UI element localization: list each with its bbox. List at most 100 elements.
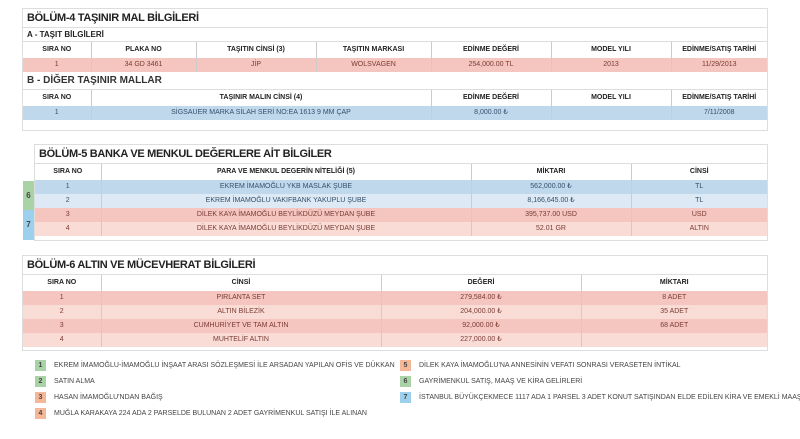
cell: ALTIN — [630, 222, 767, 236]
col-header: CİNSİ — [100, 275, 381, 291]
cell: EKREM İMAMOĞLU VAKIFBANK YAKUPLU ŞUBE — [100, 194, 471, 208]
col-header: PLAKA NO — [90, 42, 196, 58]
cell: 8 ADET — [580, 291, 767, 305]
legend-swatch: 5 — [400, 360, 411, 371]
cell: 562,000.00 ₺ — [470, 180, 631, 194]
section-5-bank-securities: BÖLÜM-5 BANKA VE MENKUL DEĞERLERE AİT Bİ… — [34, 144, 768, 241]
cell: 8,166,645.00 ₺ — [470, 194, 631, 208]
cell: DİLEK KAYA İMAMOĞLU BEYLİKDÜZÜ MEYDAN ŞU… — [100, 222, 471, 236]
col-header: PARA VE MENKUL DEGERİN NİTELİĞİ (5) — [100, 164, 471, 180]
cell: 8,000.00 ₺ — [430, 106, 551, 120]
col-header: MODEL YILI — [550, 90, 671, 106]
col-header: SIRA NO — [23, 275, 101, 291]
legend-text: SATIN ALMA — [54, 378, 95, 385]
legend-swatch: 4 — [35, 408, 46, 419]
col-header: EDİNME DEĞERİ — [430, 42, 551, 58]
legend-swatch: 3 — [35, 392, 46, 403]
legend-text: MUĞLA KARAKAYA 224 ADA 2 PARSELDE BULUNA… — [54, 410, 367, 417]
cell: 279,584.00 ₺ — [380, 291, 581, 305]
legend-text: DİLEK KAYA İMAMOĞLU'NA ANNESİNİN VEFATI … — [419, 362, 681, 369]
legend-item: 2 SATIN ALMA — [35, 376, 95, 387]
cell: 395,737.00 USD — [470, 208, 631, 222]
legend-text: İSTANBUL BÜYÜKÇEKMECE 1117 ADA 1 PARSEL … — [419, 394, 800, 401]
col-header: DEĞERİ — [380, 275, 581, 291]
table-row: 2 ALTIN BİLEZİK 204,000.00 ₺ 35 ADET — [23, 305, 767, 319]
col-header: MİKTARI — [580, 275, 767, 291]
cell: 204,000.00 ₺ — [380, 305, 581, 319]
col-header: MİKTARI — [470, 164, 631, 180]
col-header: SIRA NO — [35, 164, 101, 180]
cell: 35 ADET — [580, 305, 767, 319]
section-4-title: BÖLÜM-4 TAŞINIR MAL BİLGİLERİ — [23, 9, 767, 28]
marker-6: 6 — [23, 181, 34, 210]
cell: 2 — [23, 305, 101, 319]
table-row: 4 MUHTELİF ALTIN 227,000.00 ₺ — [23, 333, 767, 347]
cell: MUHTELİF ALTIN — [100, 333, 381, 347]
table-header: SIRA NO TAŞINIR MALIN CİNSİ (4) EDİNME DEĞ… — [23, 90, 767, 106]
cell: 34 GD 3461 — [90, 58, 196, 72]
legend-item: 7 İSTANBUL BÜYÜKÇEKMECE 1117 ADA 1 PARSEL… — [400, 392, 800, 403]
col-header: TAŞITIN MARKASI — [315, 42, 431, 58]
bank-table: SIRA NO PARA VE MENKUL DEGERİN NİTELİĞİ (… — [35, 164, 767, 236]
col-header: TAŞINIR MALIN CİNSİ (4) — [90, 90, 431, 106]
cell: 4 — [35, 222, 101, 236]
cell: USD — [630, 208, 767, 222]
cell: WOLSVAGEN — [315, 58, 431, 72]
cell — [550, 106, 671, 120]
legend-item: 3 HASAN İMAMOĞLU'NDAN BAĞIŞ — [35, 392, 163, 403]
cell: CUMHURİYET VE TAM ALTIN — [100, 319, 381, 333]
table-header: SIRA NO PARA VE MENKUL DEGERİN NİTELİĞİ (… — [35, 164, 767, 180]
cell: 1 — [23, 58, 91, 72]
gold-table: SIRA NO CİNSİ DEĞERİ MİKTARI 1 PIRLANTA SET 2… — [23, 275, 767, 347]
vehicles-table: SIRA NO PLAKA NO TAŞITIN CİNSİ (3) TAŞITIN … — [23, 42, 767, 72]
col-header: CİNSİ — [630, 164, 767, 180]
table-row: 1 SİGSAUER MARKA SİLAH SERİ NO:EA 1613 9 … — [23, 106, 767, 120]
cell: 1 — [35, 180, 101, 194]
cell: JİP — [195, 58, 316, 72]
cell: 227,000.00 ₺ — [380, 333, 581, 347]
cell: 4 — [23, 333, 101, 347]
table-row: 2 EKREM İMAMOĞLU VAKIFBANK YAKUPLU ŞUBE 8,… — [35, 194, 767, 208]
legend-text: GAYRİMENKUL SATIŞ, MAAŞ VE KİRA GELİRLER… — [419, 378, 583, 385]
table-row: 1 34 GD 3461 JİP WOLSVAGEN 254,000.00 TL 2013… — [23, 58, 767, 72]
cell: 52.01 GR — [470, 222, 631, 236]
other-movables-subtitle: B - DİĞER TAŞINIR MALLAR — [23, 72, 767, 90]
cell — [580, 333, 767, 347]
cell: 3 — [35, 208, 101, 222]
col-header: EDİNME DEĞERİ — [430, 90, 551, 106]
col-header: EDİNME/SATIŞ TARİHİ — [670, 42, 767, 58]
table-header: SIRA NO CİNSİ DEĞERİ MİKTARI — [23, 275, 767, 291]
table-header: SIRA NO PLAKA NO TAŞITIN CİNSİ (3) TAŞITIN … — [23, 42, 767, 58]
col-header: EDİNME/SATIŞ TARİHİ — [670, 90, 767, 106]
section-6-gold-jewelry: BÖLÜM-6 ALTIN VE MÜCEVHERAT BİLGİLERİ SI… — [22, 255, 768, 351]
cell: 1 — [23, 106, 91, 120]
cell: 1 — [23, 291, 101, 305]
section-6-title: BÖLÜM-6 ALTIN VE MÜCEVHERAT BİLGİLERİ — [23, 256, 767, 275]
cell: 68 ADET — [580, 319, 767, 333]
col-header: SIRA NO — [23, 90, 91, 106]
cell: 2 — [35, 194, 101, 208]
vehicles-subtitle: A - TAŞIT BİLGİLERİ — [23, 28, 767, 42]
table-row: 3 CUMHURİYET VE TAM ALTIN 92,000.00 ₺ 68 AD… — [23, 319, 767, 333]
cell: TL — [630, 194, 767, 208]
cell: 254,000.00 TL — [430, 58, 551, 72]
legend-swatch: 1 — [35, 360, 46, 371]
col-header: TAŞITIN CİNSİ (3) — [195, 42, 316, 58]
cell: 92,000.00 ₺ — [380, 319, 581, 333]
table-row: 1 EKREM İMAMOĞLU YKB MASLAK ŞUBE 562,000.0… — [35, 180, 767, 194]
legend-item: 1 EKREM İMAMOĞLU-İMAMOĞLU İNŞAAT ARASI SÖ… — [35, 360, 395, 371]
cell: DİLEK KAYA İMAMOĞLU BEYLİKDÜZÜ MEYDAN ŞU… — [100, 208, 471, 222]
legend-swatch: 6 — [400, 376, 411, 387]
cell: TL — [630, 180, 767, 194]
legend-text: EKREM İMAMOĞLU-İMAMOĞLU İNŞAAT ARASI SÖZ… — [54, 362, 395, 369]
col-header: SIRA NO — [23, 42, 91, 58]
cell: PIRLANTA SET — [100, 291, 381, 305]
marker-7: 7 — [23, 210, 34, 240]
cell: 11/29/2013 — [670, 58, 767, 72]
cell: 2013 — [550, 58, 671, 72]
cell: 3 — [23, 319, 101, 333]
legend-item: 4 MUĞLA KARAKAYA 224 ADA 2 PARSELDE BULUN… — [35, 408, 367, 419]
cell: SİGSAUER MARKA SİLAH SERİ NO:EA 1613 9 M… — [90, 106, 431, 120]
legend-swatch: 7 — [400, 392, 411, 403]
legend-item: 5 DİLEK KAYA İMAMOĞLU'NA ANNESİNİN VEFATI… — [400, 360, 681, 371]
